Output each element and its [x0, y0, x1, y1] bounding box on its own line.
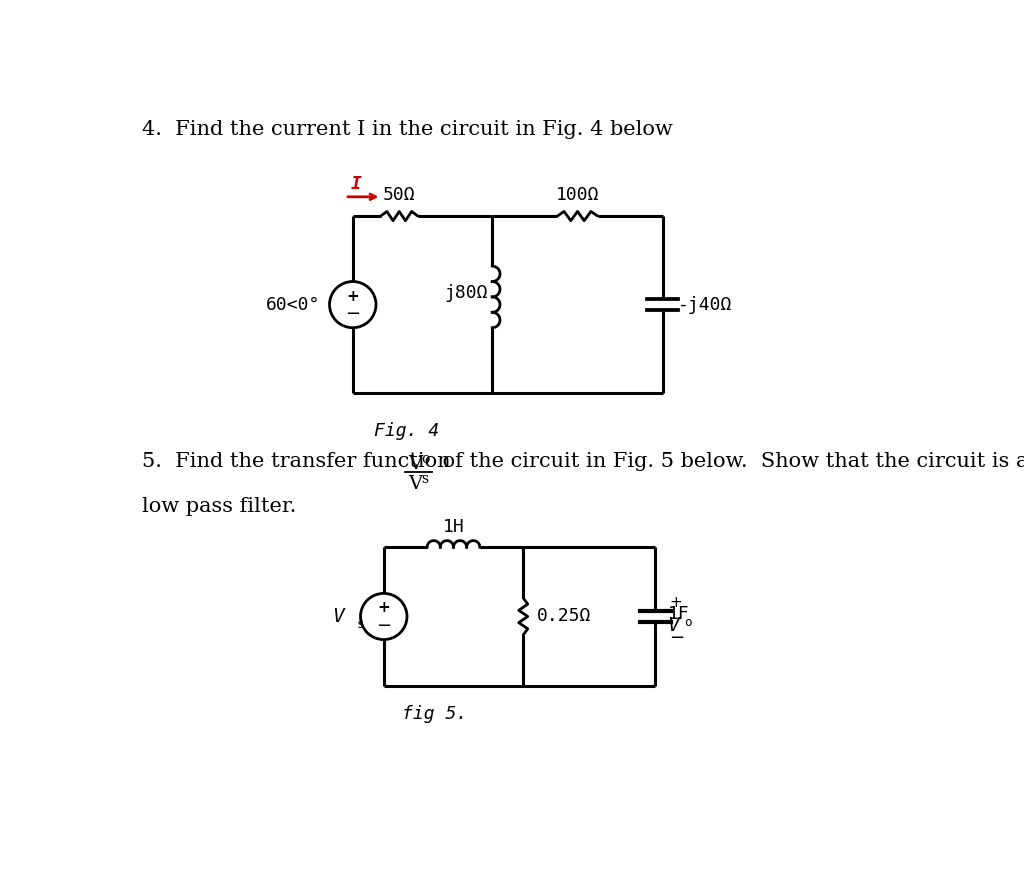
Text: s: s [422, 472, 429, 486]
Text: −: − [376, 616, 391, 635]
Text: 1F: 1F [668, 605, 689, 623]
Text: Fig. 4: Fig. 4 [375, 422, 439, 441]
Text: o: o [422, 452, 430, 465]
Text: -j40Ω: -j40Ω [678, 296, 732, 313]
Text: V: V [332, 607, 343, 626]
Text: fig 5.: fig 5. [401, 705, 467, 723]
Text: V: V [408, 475, 422, 493]
Text: j80Ω: j80Ω [444, 284, 488, 302]
Text: V: V [668, 616, 679, 635]
Text: 60<0°: 60<0° [266, 296, 321, 313]
Text: 1H: 1H [442, 518, 464, 536]
Text: low pass filter.: low pass filter. [142, 497, 296, 517]
Text: of the circuit in Fig. 5 below.  Show that the circuit is a: of the circuit in Fig. 5 below. Show tha… [436, 452, 1024, 472]
Text: 0.25Ω: 0.25Ω [538, 608, 592, 625]
Text: 50Ω: 50Ω [383, 185, 416, 204]
Text: 100Ω: 100Ω [556, 185, 599, 204]
Text: I: I [351, 175, 362, 193]
Text: 4.  Find the current I in the circuit in Fig. 4 below: 4. Find the current I in the circuit in … [142, 120, 673, 139]
Text: 5.  Find the transfer function: 5. Find the transfer function [142, 452, 457, 472]
Text: −: − [345, 305, 360, 323]
Text: s: s [356, 618, 365, 630]
Text: −: − [669, 629, 684, 647]
Text: +: + [669, 595, 682, 610]
Text: +: + [378, 600, 390, 615]
Text: o: o [684, 616, 692, 629]
Text: +: + [346, 289, 359, 304]
Text: V: V [408, 455, 422, 472]
